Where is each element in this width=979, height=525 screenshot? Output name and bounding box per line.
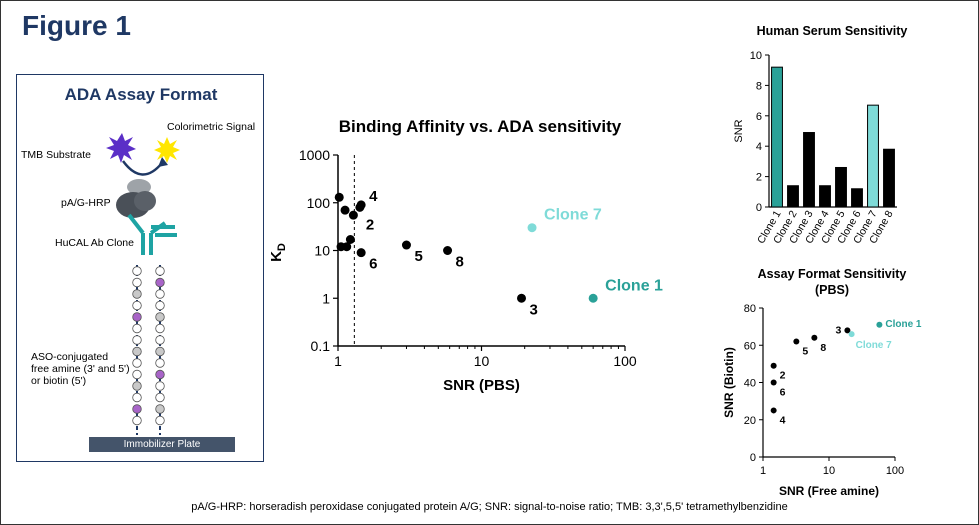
nucleotide-beads (132, 266, 165, 426)
nucleotide-bead (132, 289, 142, 299)
clone-label: HuCAL Ab Clone (55, 237, 134, 249)
immobilizer-plate: Immobilizer Plate (89, 437, 235, 452)
nucleotide-bead (132, 312, 142, 322)
nucleotide-bead (155, 277, 165, 288)
tmb-substrate-icon (106, 133, 136, 163)
nucleotide-bead (155, 312, 165, 322)
nucleotide-bead (155, 381, 165, 391)
nucleotide-bead (132, 335, 142, 345)
figure-caption: pA/G-HRP: horseradish peroxidase conjuga… (191, 501, 788, 513)
nucleotide-bead (155, 346, 165, 357)
nucleotide-bead (155, 289, 165, 299)
colorimetric-signal-icon (154, 137, 180, 163)
nucleotide-bead (155, 369, 165, 380)
reaction-arrow-icon (121, 160, 163, 176)
nucleotide-bead (132, 415, 142, 426)
assay-format-panel: ADA Assay Format Colorimetric Signal TMB… (16, 74, 264, 462)
nucleotide-bead (155, 404, 165, 414)
aso-label-line1: ASO-conjugated (31, 351, 109, 363)
nucleotide-bead (132, 392, 142, 403)
nucleotide-bead (155, 415, 165, 426)
nucleotide-bead (132, 266, 142, 276)
aso-label-line3: or biotin (5') (31, 375, 87, 387)
nucleotide-bead (132, 277, 142, 288)
tmb-substrate-label: TMB Substrate (21, 149, 92, 161)
figure-title: Figure 1 (22, 10, 131, 41)
nucleotide-bead (132, 369, 142, 380)
nucleotide-bead (155, 300, 165, 311)
nucleotide-bead (132, 346, 142, 357)
assay-title: ADA Assay Format (64, 85, 218, 104)
nucleotide-bead (155, 335, 165, 345)
nucleotide-bead (132, 300, 142, 311)
nucleotide-bead (132, 381, 142, 391)
hrp-label: pA/G-HRP (61, 197, 111, 209)
nucleotide-bead (132, 323, 142, 334)
nucleotide-bead (132, 358, 142, 368)
assay-schematic (106, 133, 180, 435)
nucleotide-bead (155, 358, 165, 368)
aso-label-line2: free amine (3' and 5') (31, 363, 130, 375)
nucleotide-bead (155, 323, 165, 334)
colorimetric-signal-label: Colorimetric Signal (167, 121, 256, 133)
antibody-icon (127, 213, 177, 255)
nucleotide-bead (155, 392, 165, 403)
nucleotide-bead (132, 404, 142, 414)
nucleotide-bead (155, 266, 165, 276)
